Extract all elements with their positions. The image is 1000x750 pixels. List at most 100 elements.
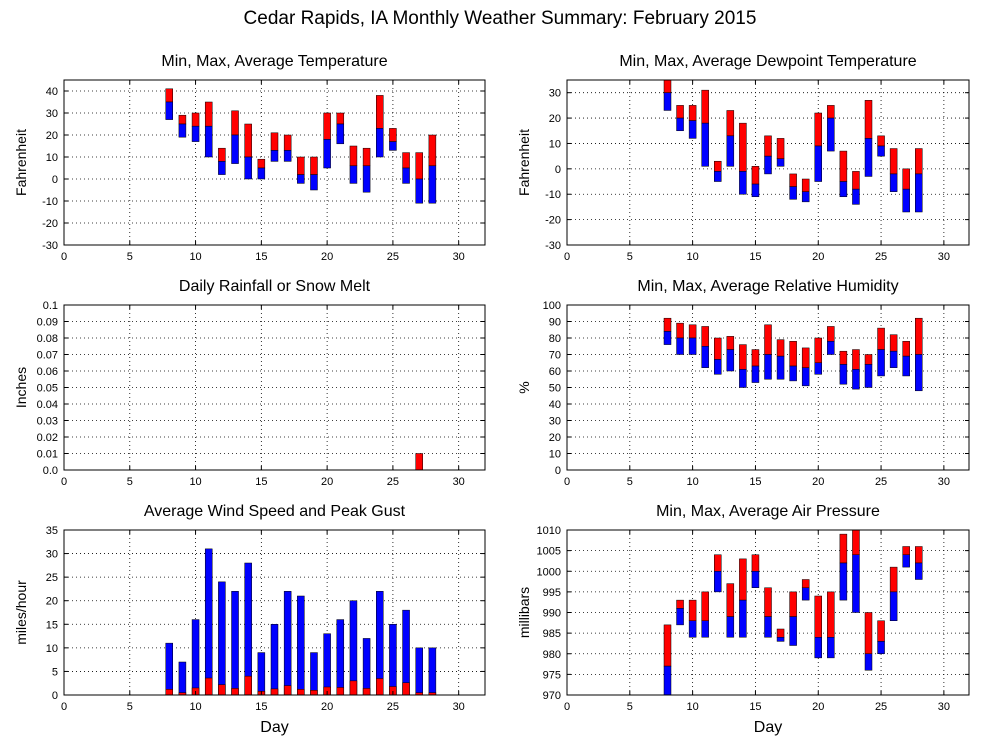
bar-max-segment xyxy=(688,324,697,339)
y-tick-label: 90 xyxy=(549,317,561,329)
y-axis-label: Fahrenheit xyxy=(516,129,532,196)
bar-max-segment xyxy=(165,88,173,103)
x-tick-label: 10 xyxy=(687,476,699,488)
x-tick-label: 20 xyxy=(321,251,333,263)
bar-min-segment xyxy=(362,165,371,193)
bar-max-segment xyxy=(789,173,797,187)
bar-max-segment xyxy=(864,100,873,139)
bar-min-segment xyxy=(915,354,923,392)
y-axis-label: miles/hour xyxy=(13,580,29,645)
bar-min-segment xyxy=(676,117,684,132)
bar-average-wind xyxy=(376,678,384,696)
y-tick-label: 0.02 xyxy=(37,432,58,444)
bar-min-segment xyxy=(852,554,860,613)
bar-min-segment xyxy=(789,616,797,646)
bar-min-segment xyxy=(297,174,305,184)
bar-max-segment xyxy=(257,158,266,169)
bar-min-segment xyxy=(336,123,345,145)
x-tick-label: 15 xyxy=(749,251,761,263)
bar-average-wind xyxy=(218,684,226,696)
bar-min-segment xyxy=(428,165,437,204)
bars xyxy=(663,317,923,392)
y-tick-label: 30 xyxy=(46,108,58,120)
figure-title: Cedar Rapids, IA Monthly Weather Summary… xyxy=(244,8,757,29)
bar-min-segment xyxy=(902,355,910,377)
bar-min-segment xyxy=(218,161,226,175)
x-tick-label: 0 xyxy=(61,701,67,713)
bar-max-segment xyxy=(739,122,747,172)
y-tick-label: 1000 xyxy=(537,566,561,578)
y-tick-label: 20 xyxy=(549,113,561,125)
bar-max-segment xyxy=(751,166,760,185)
y-tick-label: 30 xyxy=(549,88,561,100)
bar-min-segment xyxy=(814,362,822,375)
bar-min-segment xyxy=(714,171,722,182)
x-tick-label: 0 xyxy=(564,476,570,488)
y-tick-label: 970 xyxy=(543,690,561,702)
y-tick-label: 995 xyxy=(543,587,561,599)
bar-min-segment xyxy=(701,346,709,368)
bar-average-wind xyxy=(270,688,279,696)
bar-max-segment xyxy=(877,620,885,642)
bar-min-segment xyxy=(877,641,885,654)
bar-min-segment xyxy=(231,134,239,164)
bar-min-segment xyxy=(257,167,266,180)
y-tick-label: 985 xyxy=(543,628,561,640)
bar-min-segment xyxy=(663,331,672,345)
bar-min-segment xyxy=(739,599,747,638)
bar-max-segment xyxy=(349,145,358,167)
x-tick-label: 25 xyxy=(387,701,399,713)
y-tick-label: -30 xyxy=(42,240,58,252)
y-tick-label: 0 xyxy=(555,465,561,477)
y-axis-label: Fahrenheit xyxy=(13,129,29,196)
bar-min-segment xyxy=(789,186,797,200)
y-tick-label: 0.04 xyxy=(37,399,58,411)
x-tick-label: 0 xyxy=(564,251,570,263)
y-tick-label: 25 xyxy=(46,572,58,584)
y-tick-label: 30 xyxy=(46,549,58,561)
bar-min-segment xyxy=(827,637,835,659)
bar-min-segment xyxy=(310,174,318,191)
bar-min-segment xyxy=(764,616,772,638)
plot-frame xyxy=(63,529,486,696)
bar-max-segment xyxy=(915,317,923,355)
panel-title: Daily Rainfall or Snow Melt xyxy=(179,278,371,295)
bar-min-segment xyxy=(814,637,822,659)
x-tick-label: 5 xyxy=(627,476,633,488)
bar-max-segment xyxy=(827,105,835,119)
bar-max-segment xyxy=(814,595,822,638)
y-tick-label: 0.0 xyxy=(43,465,58,477)
bar-min-segment xyxy=(323,139,331,169)
y-tick-label: 0 xyxy=(52,174,58,186)
bar-max-segment xyxy=(864,612,873,654)
bar-max-segment xyxy=(801,178,810,192)
y-tick-label: 20 xyxy=(46,596,58,608)
bar-max-segment xyxy=(902,341,910,357)
x-tick-label: 25 xyxy=(875,476,887,488)
bar-average-wind xyxy=(283,685,292,696)
y-tick-label: 0.01 xyxy=(37,449,58,461)
y-tick-label: 0.05 xyxy=(37,383,58,395)
bar-max-segment xyxy=(688,105,697,121)
x-tick-label: 25 xyxy=(875,701,887,713)
x-tick-label: 30 xyxy=(938,251,950,263)
y-tick-label: 10 xyxy=(549,138,561,150)
y-tick-label: 50 xyxy=(549,383,561,395)
bar-min-segment xyxy=(739,369,747,388)
bar-max-segment xyxy=(877,327,885,350)
bar-max-segment xyxy=(270,132,279,151)
bar-average-wind xyxy=(244,675,252,696)
bar-min-segment xyxy=(915,173,923,213)
bar-min-segment xyxy=(663,92,672,111)
y-tick-label: 1005 xyxy=(537,546,561,558)
bar-average-wind xyxy=(349,680,358,696)
x-tick-label: 0 xyxy=(61,251,67,263)
x-tick-label: 20 xyxy=(321,701,333,713)
chart-panel-2: Min, Max, Average Dewpoint Temperature -3… xyxy=(516,53,970,263)
x-tick-label: 15 xyxy=(749,701,761,713)
bar-max-segment xyxy=(204,101,213,127)
bar-max-segment xyxy=(376,95,384,129)
bar-max-segment xyxy=(178,114,187,125)
bar-max-segment xyxy=(323,112,331,140)
x-tick-label: 30 xyxy=(938,701,950,713)
